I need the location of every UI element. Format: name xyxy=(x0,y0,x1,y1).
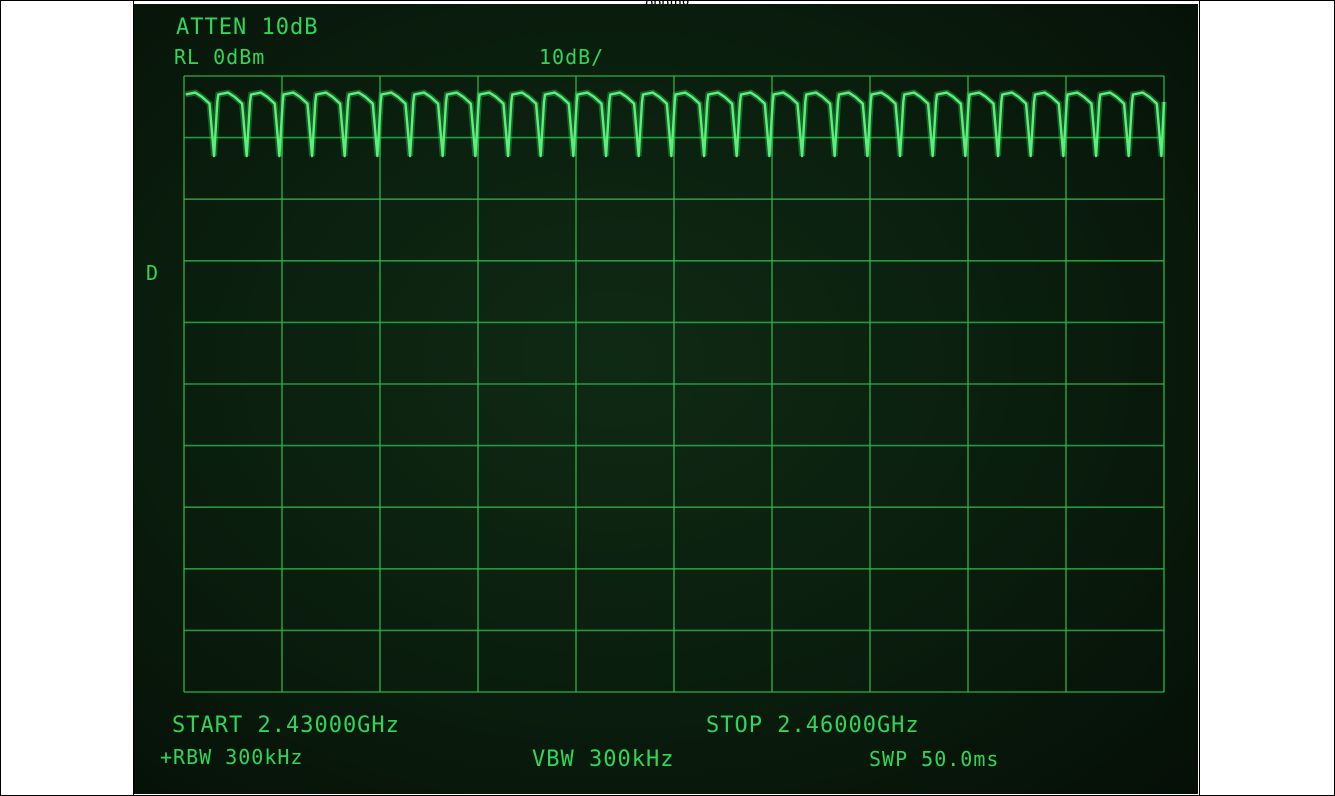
sweep-label: SWP 50.0ms xyxy=(869,747,999,771)
marker-d-label: D xyxy=(146,261,159,285)
spectrum-plot: ATTEN 10dB RL 0dBm 10dB/ D START 2.43000… xyxy=(146,15,1167,772)
spectrum-trace-line xyxy=(185,91,1166,158)
stop-freq-label: STOP 2.46000GHz xyxy=(706,713,920,738)
scale-label: 10dB/ xyxy=(539,45,604,69)
vbw-label: VBW 300kHz xyxy=(532,747,674,772)
start-freq-label: START 2.43000GHz xyxy=(172,713,400,738)
table-divider-right xyxy=(1199,0,1200,796)
rbw-label: +RBW 300kHz xyxy=(160,745,303,769)
ref-level-label: RL 0dBm xyxy=(174,45,265,69)
spectrum-analyzer-screen: ATTEN 10dB RL 0dBm 10dB/ D START 2.43000… xyxy=(134,4,1198,794)
table-divider-left xyxy=(133,0,134,796)
graticule xyxy=(183,75,1165,693)
atten-label: ATTEN 10dB xyxy=(176,15,318,40)
trace-group xyxy=(185,89,1167,158)
